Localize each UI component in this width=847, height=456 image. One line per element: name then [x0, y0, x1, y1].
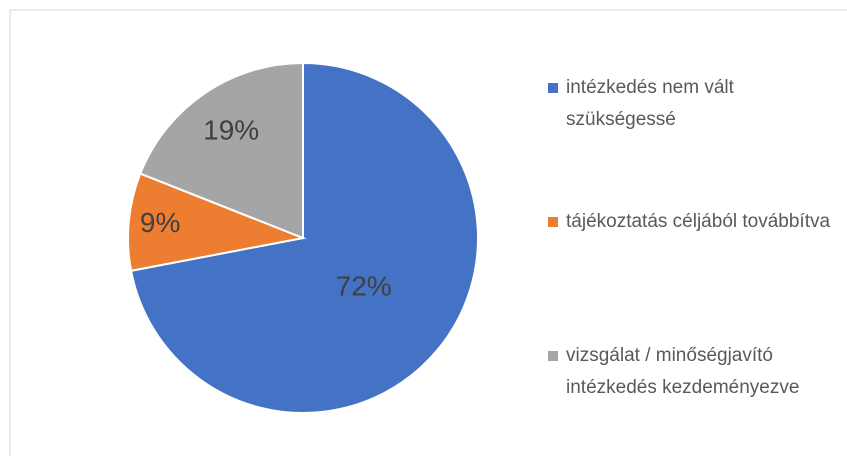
legend-item: intézkedés nem vált szükségessé	[548, 72, 838, 136]
legend-label: vizsgálat / minőségjavító intézkedés kez…	[566, 345, 800, 398]
data-label: 19%	[203, 115, 259, 146]
chart-border	[9, 9, 847, 456]
data-label: 72%	[336, 271, 392, 302]
legend-item: vizsgálat / minőségjavító intézkedés kez…	[548, 340, 838, 404]
legend-label: intézkedés nem vált szükségessé	[566, 77, 734, 130]
legend-swatch	[548, 83, 558, 93]
data-label: 9%	[140, 207, 180, 238]
legend-swatch	[548, 217, 558, 227]
legend-item: tájékoztatás céljából továbbítva	[548, 206, 838, 238]
pie-slice	[138, 61, 304, 240]
legend-swatch	[548, 351, 558, 361]
pie-slice	[127, 172, 307, 272]
legend-label: tájékoztatás céljából továbbítva	[566, 211, 831, 232]
